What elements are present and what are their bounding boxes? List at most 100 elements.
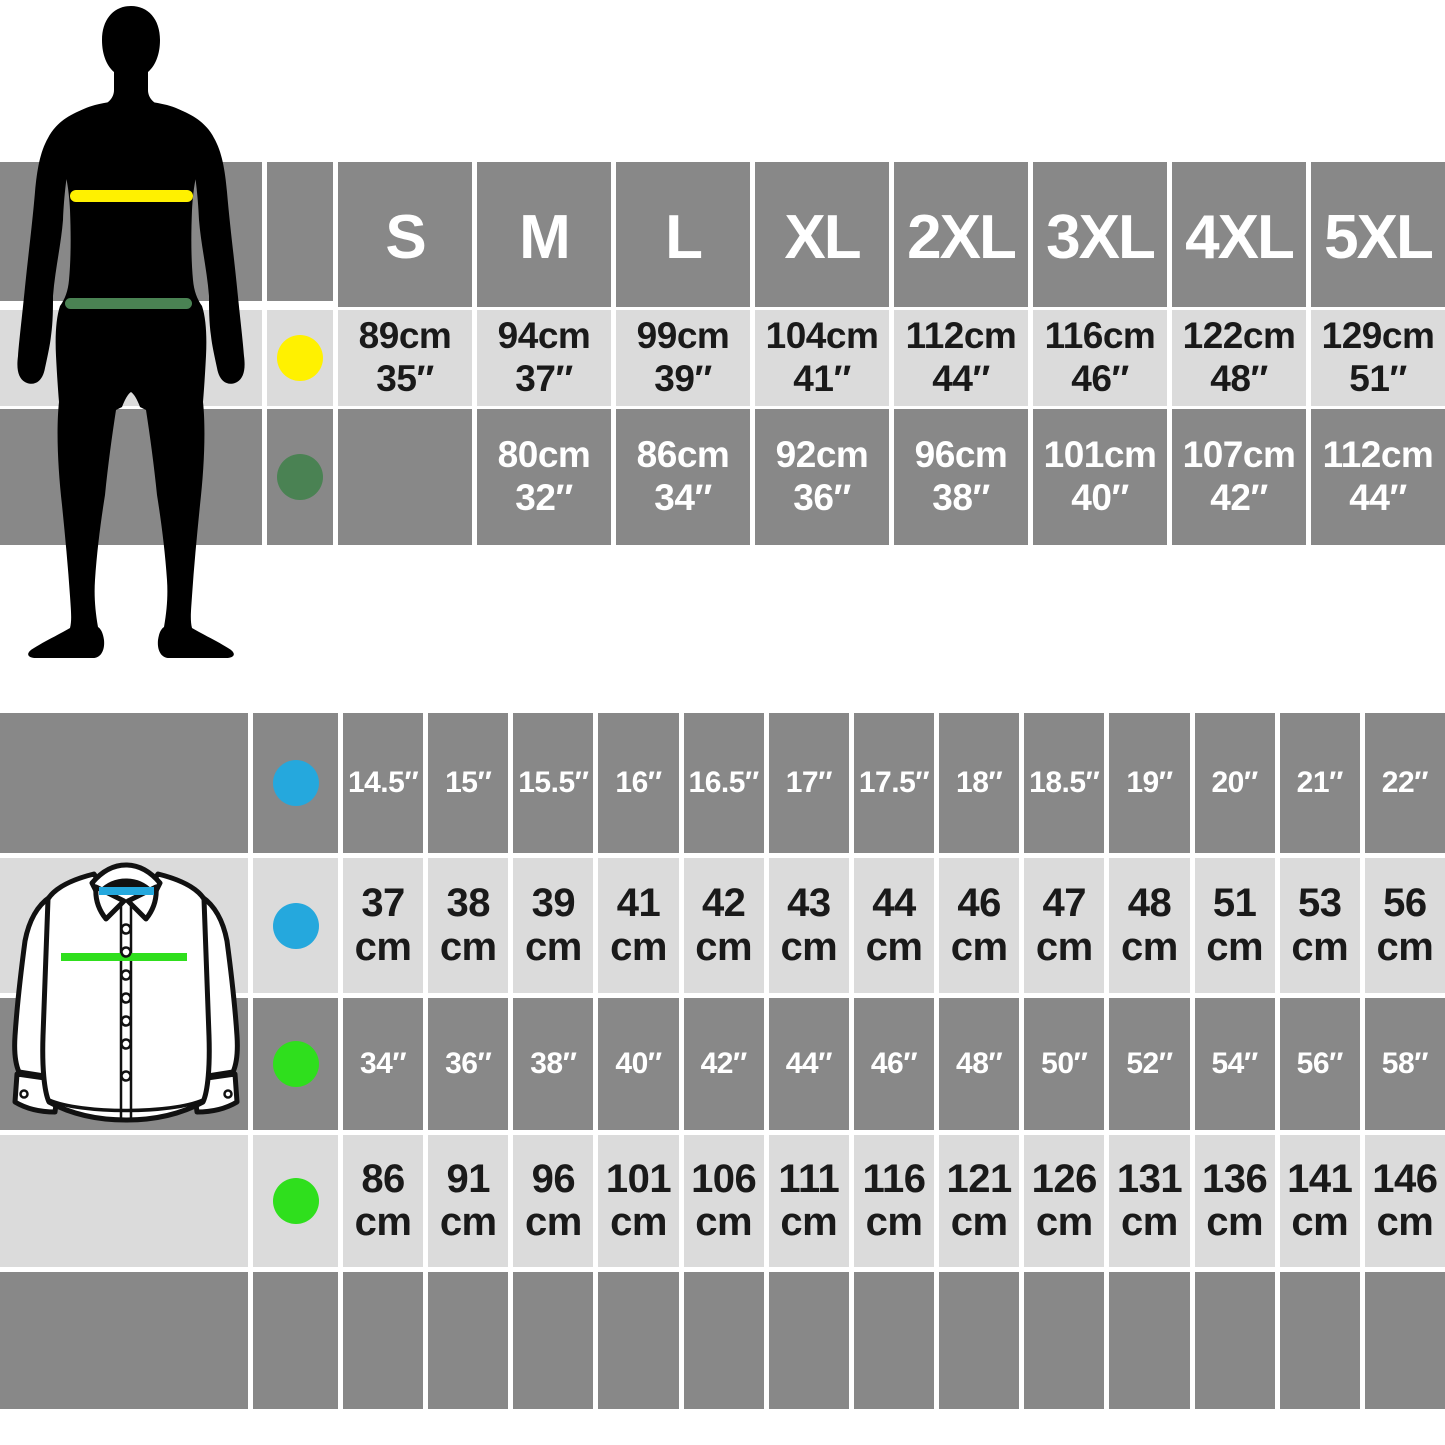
waist-marker-dot: [277, 454, 323, 500]
spacer-cell: [1109, 1272, 1190, 1409]
size-header-cell: 2XL: [894, 162, 1028, 307]
marker-column-cell: [253, 1135, 338, 1267]
size-header-cell: XL: [755, 162, 889, 307]
waist-size-cell: 101cm 40″: [1033, 409, 1167, 545]
chest-size-cell: 89cm 35″: [338, 310, 472, 406]
chest-size-cell: 99cm 39″: [616, 310, 750, 406]
collar-marker-dot: [272, 760, 319, 806]
collar-inches-row: 14.5″ 15″ 15.5″ 16″ 16.5″ 17″ 17.5″ 18″ …: [0, 713, 1445, 853]
waist-size-cell: 92cm 36″: [755, 409, 889, 545]
shirt-chest-cm-cell: 91 cm: [428, 1135, 509, 1267]
chest-size-cell: 94cm 37″: [477, 310, 611, 406]
waist-size-cell: 96cm 38″: [894, 409, 1028, 545]
size-header-cell: 3XL: [1033, 162, 1167, 307]
shirt-chest-inches-cell: 40″: [598, 998, 679, 1130]
spacer-cell: [1279, 1272, 1360, 1409]
collar-cm-cell: 46 cm: [939, 858, 1020, 993]
collar-inches-cell: 15″: [428, 713, 509, 853]
marker-column-cell: [253, 998, 338, 1130]
collar-cm-cell: 42 cm: [683, 858, 764, 993]
shirt-chest-inches-cell: 48″: [939, 998, 1020, 1130]
collar-cm-cell: 56 cm: [1364, 858, 1445, 993]
shirt-chest-inches-cell: 52″: [1109, 998, 1190, 1130]
marker-column-cell: [267, 310, 333, 406]
collar-cm-cell: 37 cm: [343, 858, 424, 993]
collar-inches-cell: 20″: [1194, 713, 1275, 853]
collar-inches-cell: 19″: [1109, 713, 1190, 853]
shirt-chest-inches-cell: 44″: [768, 998, 849, 1130]
waist-size-cell: 112cm 44″: [1311, 409, 1445, 545]
figure-band-cell: [0, 409, 262, 545]
figure-band-cell: [0, 310, 262, 406]
collar-inches-cell: 16.5″: [683, 713, 764, 853]
shirt-chest-cm-row: 86 cm 91 cm 96 cm 101 cm 106 cm 111 cm 1…: [0, 1135, 1445, 1267]
figure-band-cell: [0, 162, 262, 301]
collar-inches-cell: 18″: [939, 713, 1020, 853]
size-header-cell: S: [338, 162, 472, 307]
shirt-chest-inches-cell: 56″: [1279, 998, 1360, 1130]
collar-cm-cell: 38 cm: [428, 858, 509, 993]
shirt-chest-inches-cell: 38″: [513, 998, 594, 1130]
shirt-chest-cm-cell: 126 cm: [1024, 1135, 1105, 1267]
marker-column-cell: [253, 858, 338, 993]
collar-cm-row: 37 cm 38 cm 39 cm 41 cm 42 cm 43 cm 44 c…: [0, 858, 1445, 993]
collar-cm-cell: 53 cm: [1279, 858, 1360, 993]
collar-cm-cell: 51 cm: [1194, 858, 1275, 993]
shirt-chest-cm-cell: 111 cm: [768, 1135, 849, 1267]
shirt-chest-inches-cell: 36″: [428, 998, 509, 1130]
size-header-cell: M: [477, 162, 611, 307]
size-header-row: S M L XL 2XL 3XL 4XL 5XL: [0, 162, 1445, 307]
spacer-cell: [1364, 1272, 1445, 1409]
waist-size-cell: 86cm 34″: [616, 409, 750, 545]
collar-inches-cell: 15.5″: [513, 713, 594, 853]
figure-band-cell: [0, 713, 248, 853]
chest-size-cell: 116cm 46″: [1033, 310, 1167, 406]
shirt-chest-inches-cell: 42″: [683, 998, 764, 1130]
collar-inches-cell: 21″: [1279, 713, 1360, 853]
waist-size-cell: 107cm 42″: [1172, 409, 1306, 545]
waist-measurement-row: 80cm 32″ 86cm 34″ 92cm 36″ 96cm 38″ 101c…: [0, 409, 1445, 545]
chest-measurement-row: 89cm 35″ 94cm 37″ 99cm 39″ 104cm 41″ 112…: [0, 310, 1445, 406]
shirt-chest-inches-cell: 58″: [1364, 998, 1445, 1130]
body-size-table: S M L XL 2XL 3XL 4XL 5XL 89cm 35: [0, 162, 1445, 548]
collar-inches-cell: 22″: [1364, 713, 1445, 853]
collar-cm-cell: 44 cm: [853, 858, 935, 993]
figure-band-cell: [0, 858, 248, 993]
collar-marker-dot: [272, 902, 319, 949]
collar-inches-cell: 17″: [768, 713, 849, 853]
shirt-chest-cm-cell: 146 cm: [1364, 1135, 1445, 1267]
collar-inches-cell: 17.5″: [853, 713, 935, 853]
figure-band-cell: [0, 998, 248, 1130]
shirt-chest-marker-dot: [272, 1041, 319, 1087]
waist-size-cell: 80cm 32″: [477, 409, 611, 545]
shirt-size-table: 14.5″ 15″ 15.5″ 16″ 16.5″ 17″ 17.5″ 18″ …: [0, 713, 1445, 1409]
shirt-chest-cm-cell: 121 cm: [939, 1135, 1020, 1267]
chest-marker-dot: [277, 335, 323, 381]
chest-size-cell: 129cm 51″: [1311, 310, 1445, 406]
spacer-cell: [598, 1272, 679, 1409]
chest-size-cell: 112cm 44″: [894, 310, 1028, 406]
collar-inches-cell: 18.5″: [1024, 713, 1105, 853]
collar-inches-cell: 14.5″: [343, 713, 424, 853]
spacer-cell: [343, 1272, 424, 1409]
size-header-cell: L: [616, 162, 750, 307]
collar-inches-cell: 16″: [598, 713, 679, 853]
shirt-chest-cm-cell: 136 cm: [1194, 1135, 1275, 1267]
shirt-chest-cm-cell: 116 cm: [853, 1135, 935, 1267]
shirt-chest-cm-cell: 86 cm: [343, 1135, 424, 1267]
shirt-chest-cm-cell: 96 cm: [513, 1135, 594, 1267]
spacer-cell: [853, 1272, 935, 1409]
shirt-chest-inches-cell: 46″: [853, 998, 935, 1130]
collar-cm-cell: 43 cm: [768, 858, 849, 993]
chest-size-cell: 122cm 48″: [1172, 310, 1306, 406]
chest-size-cell: 104cm 41″: [755, 310, 889, 406]
spacer-cell: [1024, 1272, 1105, 1409]
spacer-cell: [939, 1272, 1020, 1409]
collar-cm-cell: 47 cm: [1024, 858, 1105, 993]
man-head: [99, 6, 163, 107]
marker-column-cell: [267, 162, 333, 301]
shirt-chest-cm-cell: 131 cm: [1109, 1135, 1190, 1267]
size-header-cell: 5XL: [1311, 162, 1445, 307]
shirt-chest-cm-cell: 101 cm: [598, 1135, 679, 1267]
